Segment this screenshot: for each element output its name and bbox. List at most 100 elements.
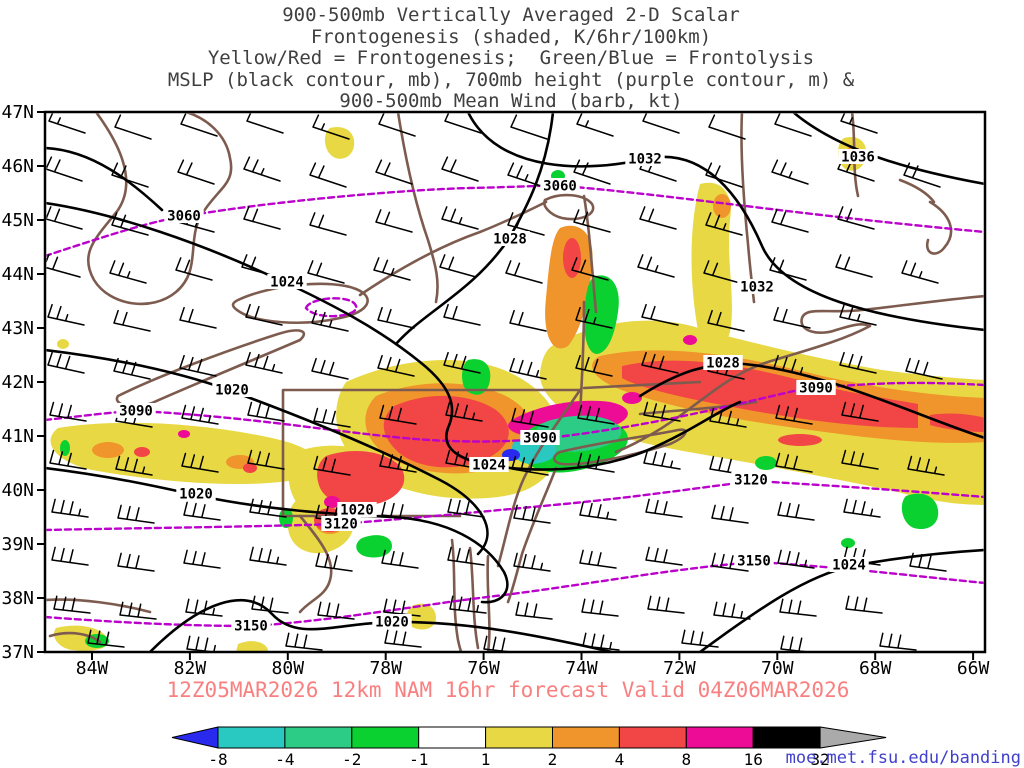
colorbar-segment — [618, 726, 687, 749]
title-line-2: Frontogenesis (shaded, K/6hr/100km) — [311, 26, 711, 48]
contour-label: 1020 — [179, 487, 213, 503]
wind-barb — [117, 552, 155, 572]
wind-barb — [840, 113, 878, 134]
wind-barb — [641, 351, 679, 374]
colorbar-value: 4 — [615, 750, 625, 768]
wind-barb — [843, 498, 881, 518]
wind-barb — [909, 552, 947, 572]
wind-barb — [513, 504, 551, 524]
contour-label: 1036 — [841, 150, 875, 166]
contour-label: 3120 — [324, 517, 358, 533]
contour-label: 1020 — [375, 615, 409, 631]
wind-barb — [245, 351, 283, 374]
wind-barb — [115, 455, 153, 476]
wind-barb — [775, 404, 813, 425]
wind-barb — [377, 306, 415, 329]
wind-barb — [113, 309, 151, 332]
axes: 47N 46N 45N 44N 43N 42N 41N 40N 39N 38N 37N 84W 82W 8… — [1, 102, 989, 679]
wind-barb — [505, 260, 543, 284]
wind-barb — [179, 306, 217, 329]
wind-barb — [245, 303, 283, 326]
wind-barb — [441, 156, 479, 182]
contour-label-box — [737, 279, 777, 294]
wind-barb — [708, 114, 746, 140]
wind-barb — [509, 309, 547, 332]
contour-label-box — [490, 231, 530, 246]
wind-barb — [573, 209, 611, 233]
wind-barb — [312, 114, 350, 140]
wind-barb — [707, 309, 745, 332]
contour-label: 3090 — [799, 381, 833, 397]
wind-barb — [841, 449, 879, 470]
wind-barb — [639, 206, 677, 230]
contour-label: 3060 — [543, 179, 577, 195]
y-axis-label: 43N — [1, 318, 34, 339]
wind-barb — [775, 452, 813, 473]
wind-barb — [185, 598, 223, 617]
wind-barb — [637, 254, 675, 278]
colorbar-value: -1 — [409, 750, 428, 768]
wind-barb — [774, 113, 812, 137]
wind-barb — [375, 209, 413, 233]
colorbar-segment — [351, 726, 420, 749]
wind-barb — [439, 254, 477, 278]
wind-barb — [183, 501, 221, 521]
x-axis-label: 80W — [272, 658, 305, 679]
wind-barb — [384, 629, 422, 648]
wind-barb — [579, 501, 617, 521]
contour-label-box — [212, 382, 252, 397]
wind-barb — [777, 501, 815, 521]
wind-barb — [186, 635, 216, 651]
wind-barb — [879, 632, 917, 651]
wind-barb — [249, 546, 287, 566]
x-axis-label: 68W — [859, 658, 892, 679]
title-block: 900-500mb Vertically Averaged 2-D Scalar… — [168, 4, 855, 112]
colorbar-value: 2 — [548, 750, 558, 768]
wind-barb — [577, 404, 615, 425]
contour-label: 3120 — [734, 473, 768, 489]
wind-barb — [709, 407, 747, 428]
wind-barb — [769, 257, 807, 281]
wind-barb — [315, 552, 353, 572]
wind-barb — [175, 257, 213, 281]
colorbar-value: 16 — [744, 750, 763, 768]
y-axis-label: 41N — [1, 426, 34, 447]
wind-barb — [582, 632, 620, 651]
banding-site-link[interactable]: moe.met.fsu.edu/banding — [786, 748, 1021, 768]
wind-barb — [177, 159, 215, 185]
wind-barb — [179, 354, 217, 377]
wind-barb — [46, 206, 83, 230]
wind-barb — [771, 209, 809, 233]
wind-barb — [114, 114, 152, 140]
contour-label: 3060 — [167, 209, 201, 225]
wind-barb — [249, 498, 287, 518]
y-axis-label: 46N — [1, 156, 34, 177]
wind-barb — [509, 357, 547, 380]
contour-label-box — [469, 457, 509, 472]
wind-barb — [507, 162, 545, 188]
wind-barb — [579, 549, 617, 569]
wind-barb — [251, 595, 289, 614]
wind-barb — [903, 162, 941, 188]
wind-barb — [645, 546, 683, 566]
wind-barb — [773, 354, 811, 377]
wind-barb — [443, 351, 481, 374]
wind-barb — [513, 552, 551, 572]
wind-barb — [573, 159, 611, 185]
wind-barb — [445, 401, 483, 422]
wind-barb — [441, 206, 479, 230]
wind-barb — [515, 601, 553, 620]
y-axis-label: 40N — [1, 480, 34, 501]
contour-label-box — [520, 430, 560, 445]
wind-barb — [773, 306, 811, 329]
wind-barb — [779, 598, 817, 617]
wind-barb — [443, 303, 481, 326]
wind-barb — [839, 351, 877, 374]
colorbar-segment — [685, 726, 754, 749]
wind-barb — [307, 260, 345, 284]
wind-barb — [183, 549, 221, 569]
contour-label-box — [176, 486, 216, 501]
wind-barb — [837, 206, 875, 230]
wind-barb — [444, 113, 482, 134]
wind-barb — [381, 501, 419, 521]
